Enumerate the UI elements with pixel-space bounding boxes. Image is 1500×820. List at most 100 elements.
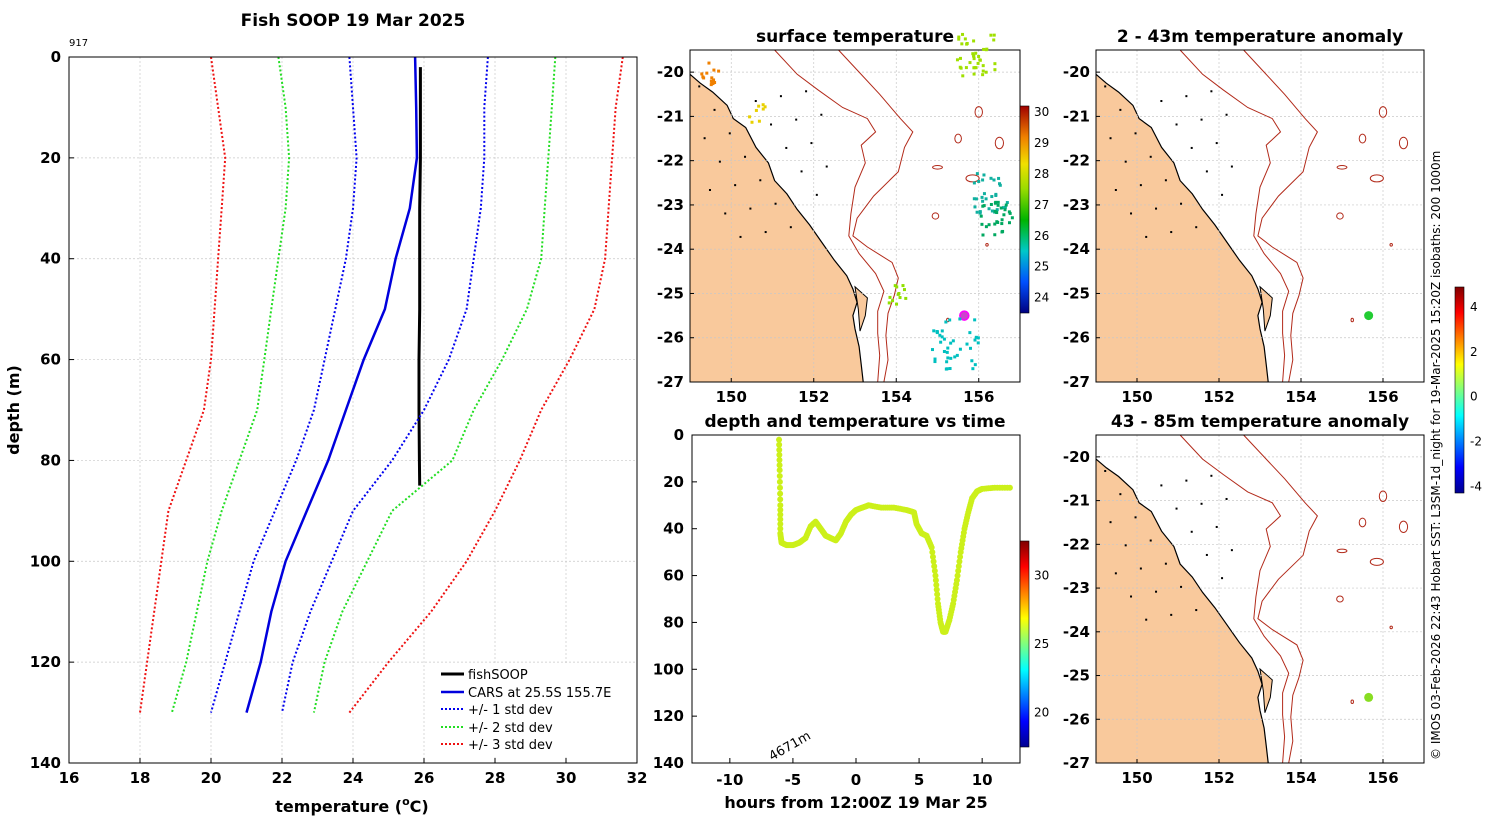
reef-island xyxy=(1185,95,1188,98)
sst-pixel xyxy=(980,195,984,199)
sst-pixel xyxy=(993,209,997,213)
ts-point xyxy=(777,490,784,497)
reef-island xyxy=(698,85,701,88)
sst-pixel xyxy=(971,367,975,371)
sst-colorbar-tick: 30 xyxy=(1034,105,1049,119)
reef-island xyxy=(1170,231,1173,234)
ts-y-tick: 100 xyxy=(653,660,684,678)
sst-pixel xyxy=(953,355,957,359)
sst-pixel xyxy=(939,340,943,344)
map-x-tick: 152 xyxy=(1203,388,1234,406)
sst-pixel xyxy=(968,61,972,65)
map-x-tick: 156 xyxy=(1367,769,1398,787)
seamount-contour xyxy=(1350,317,1354,323)
map-y-tick: -22 xyxy=(657,152,684,170)
profile-series--1-std-dev xyxy=(281,57,489,713)
sst-pixel xyxy=(984,225,988,229)
reef-island xyxy=(718,160,721,163)
sst-pixel xyxy=(712,78,716,82)
sst-pixel xyxy=(992,178,996,182)
sst-pixel xyxy=(763,105,767,109)
glider-position-marker xyxy=(959,310,970,321)
sst-pixel xyxy=(702,76,706,80)
reef-island xyxy=(713,108,716,111)
ts-point xyxy=(953,577,960,584)
ts-x-tick: -10 xyxy=(716,771,743,789)
reef-island xyxy=(764,231,767,234)
profile-series--2-std-dev xyxy=(170,57,291,713)
ts-point xyxy=(776,467,783,474)
sst-pixel xyxy=(996,203,1000,207)
reef-island xyxy=(820,113,823,116)
profile-series--3-std-dev xyxy=(348,57,624,714)
sst-pixel xyxy=(981,73,985,77)
isobath-1000m xyxy=(1243,434,1319,764)
seamount-contour xyxy=(965,174,980,183)
reef-island xyxy=(1145,235,1148,238)
sst-pixel xyxy=(955,58,959,62)
sst-pixel xyxy=(955,353,959,357)
sst-pixel xyxy=(896,292,900,296)
map-y-tick: -20 xyxy=(1063,63,1090,81)
sst-pixel xyxy=(982,192,986,196)
sst-pixel xyxy=(973,205,977,209)
sst-pixel xyxy=(972,72,976,76)
sst-pixel xyxy=(761,103,765,107)
sst-pixel xyxy=(982,204,986,208)
ts-y-tick: 80 xyxy=(663,613,684,631)
sst-pixel xyxy=(945,350,949,354)
ts-y-tick: 60 xyxy=(663,567,684,585)
sst-pixel xyxy=(965,42,969,46)
legend-label-fishsoop: fishSOOP xyxy=(468,668,528,683)
ts-x-tick: 0 xyxy=(851,771,861,789)
sst-pixel xyxy=(972,181,976,185)
profile-series--2-std-dev xyxy=(312,57,557,713)
ts-point xyxy=(931,563,938,570)
map-y-tick: -23 xyxy=(657,196,684,214)
profile-y-tick: 100 xyxy=(30,552,61,570)
sst-pixel xyxy=(998,182,1002,186)
reef-island xyxy=(744,155,747,158)
reef-island xyxy=(1205,170,1208,173)
sst-pixel xyxy=(994,200,998,204)
seamount-contour xyxy=(994,136,1004,150)
reef-island xyxy=(734,184,737,187)
sst-pixel xyxy=(940,329,944,333)
map-x-tick: 154 xyxy=(1285,769,1316,787)
reef-island xyxy=(1109,137,1112,140)
reef-island xyxy=(1119,108,1122,111)
reef-island xyxy=(1160,100,1163,103)
sst-pixel xyxy=(961,74,965,78)
ts-x-tick: 5 xyxy=(914,771,924,789)
surface-temperature-map: surface temperature -20 -21 -22 -23 -24 -25 -26… xyxy=(657,27,1021,406)
profile-x-tick: 20 xyxy=(201,769,222,787)
profile-y-ticks: 0 20 40 60 80 100 120 140 xyxy=(30,48,74,772)
seamount-contour xyxy=(1398,520,1409,534)
sst-pixel xyxy=(981,199,985,203)
sst-colorbar-tick: 24 xyxy=(1034,291,1049,305)
seamount-contour xyxy=(1358,517,1367,528)
map-y-tick: -24 xyxy=(1063,240,1090,258)
anomaly-colorbar-tick: 0 xyxy=(1470,390,1478,404)
sst-pixel xyxy=(976,336,980,340)
reef-island xyxy=(1139,184,1142,187)
sst-pixel xyxy=(1000,218,1004,222)
reef-island xyxy=(1180,202,1183,205)
time-series-colorbar-ticks: 20 25 30 xyxy=(1034,568,1049,719)
reef-island xyxy=(1210,474,1213,477)
reef-island xyxy=(1104,85,1107,88)
ts-point xyxy=(776,451,783,458)
reef-island xyxy=(1190,146,1193,149)
profile-legend: fishSOOP CARS at 25.5S 155.7E +/- 1 std … xyxy=(436,664,634,757)
legend-box xyxy=(436,664,634,757)
sst-pixel xyxy=(959,66,963,70)
ts-point xyxy=(932,572,939,579)
reef-island xyxy=(1175,123,1178,126)
profile-x-tick: 16 xyxy=(59,769,80,787)
reef-island xyxy=(1215,142,1218,145)
map-y-tick: -25 xyxy=(1063,667,1090,685)
sst-pixel xyxy=(974,51,978,55)
reef-island xyxy=(1155,590,1158,593)
map-grid xyxy=(690,50,1020,382)
reef-island xyxy=(1130,595,1133,598)
